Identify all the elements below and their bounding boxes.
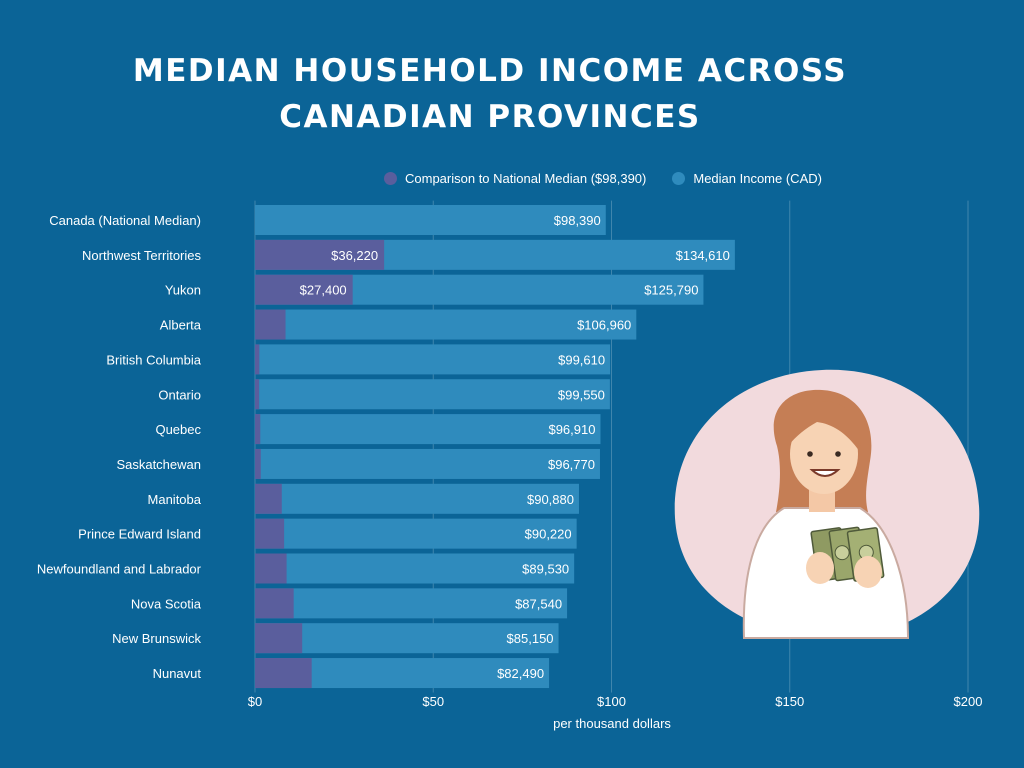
median-income-bar	[255, 588, 568, 619]
x-tick-label: $50	[422, 694, 444, 709]
comparison-bar	[255, 588, 294, 619]
left-eye	[807, 451, 813, 457]
face	[790, 414, 858, 494]
median-income-data-label: $134,610	[676, 248, 730, 263]
x-tick-label: $0	[248, 694, 262, 709]
legend-label-comparison: Comparison to National Median ($98,390)	[405, 171, 647, 186]
comparison-data-label: $27,400	[300, 283, 347, 298]
category-label: Northwest Territories	[82, 248, 201, 263]
comparison-bar	[255, 553, 287, 584]
category-label: Nunavut	[153, 666, 202, 681]
category-label: Nova Scotia	[131, 596, 202, 611]
median-income-data-label: $98,390	[554, 213, 601, 228]
comparison-bar	[255, 309, 286, 340]
median-income-bar	[255, 518, 577, 549]
median-income-bar	[255, 623, 559, 654]
hair-bangs	[787, 401, 861, 452]
median-income-bar	[255, 483, 579, 514]
median-income-data-label: $90,880	[527, 492, 574, 507]
median-income-bar	[255, 344, 611, 375]
comparison-bar	[255, 274, 353, 305]
median-income-data-label: $106,960	[577, 318, 631, 333]
median-income-bar	[255, 379, 610, 410]
median-income-bar	[255, 414, 601, 445]
category-label: Ontario	[158, 387, 201, 402]
chart-title-line-2: CANADIAN PROVINCES	[279, 99, 701, 135]
comparison-bar	[255, 379, 260, 410]
comparison-bar	[255, 658, 312, 689]
category-label: New Brunswick	[112, 631, 201, 646]
left-hand	[806, 552, 834, 584]
comparison-bar	[255, 344, 260, 375]
category-label: British Columbia	[106, 352, 201, 367]
legend-swatch-median	[672, 172, 686, 185]
category-label: Quebec	[155, 422, 201, 437]
woman-holding-money-illustration	[674, 369, 980, 639]
category-label: Manitoba	[148, 492, 202, 507]
category-label: Prince Edward Island	[78, 527, 201, 542]
category-label: Yukon	[165, 283, 201, 298]
median-income-bar	[255, 205, 606, 235]
category-label: Newfoundland and Labrador	[37, 562, 202, 577]
comparison-bar	[255, 518, 285, 549]
comparison-bar	[255, 414, 261, 445]
x-axis-label: per thousand dollars	[553, 716, 671, 731]
comparison-bar	[255, 483, 282, 514]
legend-swatch-comparison	[384, 172, 397, 185]
chart-legend: Comparison to National Median ($98,390) …	[384, 171, 848, 186]
median-income-bar	[255, 553, 575, 584]
median-income-data-label: $125,790	[644, 283, 698, 298]
right-eye	[835, 451, 841, 457]
legend-label-median: Median Income (CAD)	[693, 171, 822, 186]
median-income-data-label: $96,770	[548, 457, 595, 472]
median-income-data-label: $99,550	[558, 387, 605, 402]
right-hand	[854, 556, 882, 588]
comparison-bar	[255, 448, 261, 479]
median-income-data-label: $87,540	[515, 596, 562, 611]
category-label: Saskatchewan	[116, 457, 201, 472]
median-income-data-label: $89,530	[522, 562, 569, 577]
median-income-bar	[255, 448, 600, 479]
x-tick-label: $100	[597, 694, 626, 709]
legend-item-comparison: Comparison to National Median ($98,390)	[384, 171, 646, 186]
chart-title: MEDIAN HOUSEHOLD INCOME ACROSS CANADIAN …	[0, 48, 980, 140]
category-label: Canada (National Median)	[49, 213, 201, 228]
comparison-bar	[255, 239, 385, 270]
smile	[809, 469, 841, 477]
median-income-data-label: $96,910	[548, 422, 595, 437]
category-label: Alberta	[160, 318, 202, 333]
median-income-bar	[255, 309, 637, 340]
x-tick-label: $150	[775, 694, 804, 709]
median-income-data-label: $90,220	[525, 527, 572, 542]
median-income-data-label: $99,610	[558, 352, 605, 367]
legend-item-median: Median Income (CAD)	[672, 171, 822, 186]
comparison-bar	[255, 623, 303, 654]
comparison-data-label: $36,220	[331, 248, 378, 263]
chart-title-line-1: MEDIAN HOUSEHOLD INCOME ACROSS	[132, 53, 848, 89]
x-tick-label: $200	[954, 694, 983, 709]
median-income-data-label: $82,490	[497, 666, 544, 681]
median-income-data-label: $85,150	[507, 631, 554, 646]
